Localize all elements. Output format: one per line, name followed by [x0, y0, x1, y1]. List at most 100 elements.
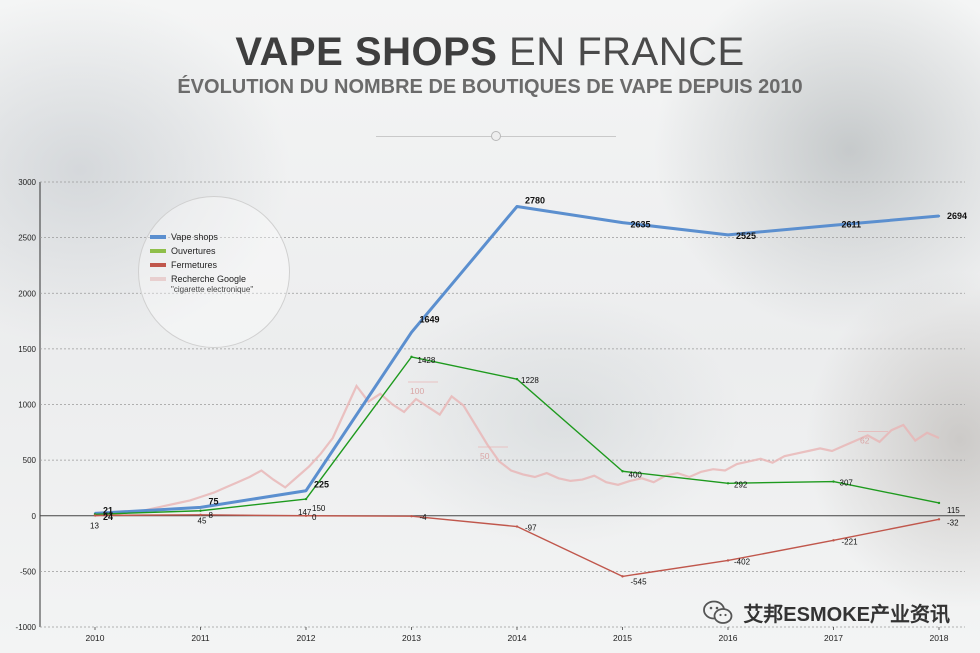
legend-swatch-vape-shops	[150, 235, 166, 239]
data-point	[199, 513, 202, 517]
x-tick-label: 2010	[86, 633, 105, 643]
google-search-line	[94, 383, 940, 518]
y-tick-label: -1000	[16, 623, 37, 632]
data-point	[93, 514, 97, 517]
data-point	[937, 518, 941, 521]
legend-item-vape-shops: Vape shops	[150, 232, 253, 246]
data-point	[515, 205, 519, 208]
y-tick-label: 0	[32, 512, 37, 521]
data-point	[199, 509, 202, 512]
title-light: EN FRANCE	[509, 30, 745, 74]
x-tick-label: 2017	[824, 633, 843, 643]
legend-item-ouvertures: Ouvertures	[150, 246, 253, 260]
data-label-vape-shops: 21	[103, 505, 113, 515]
data-label-extra: 147	[298, 508, 312, 517]
legend-circle	[138, 196, 290, 348]
data-point	[937, 214, 941, 218]
data-point	[199, 506, 202, 509]
divider-dot-icon	[491, 131, 501, 141]
data-point	[410, 331, 413, 334]
data-point	[726, 233, 730, 237]
data-label-fermetures: -545	[631, 577, 648, 586]
legend-item-fermetures: Fermetures	[150, 260, 253, 274]
x-tick-label: 2015	[613, 633, 632, 643]
data-label-fermetures: -221	[842, 537, 859, 546]
x-tick-label: 2011	[191, 633, 210, 643]
data-label-ouvertures: 400	[629, 470, 643, 479]
legend-google-sub: "cigarette electronique"	[171, 285, 254, 294]
page-title: VAPE SHOPS EN FRANCE	[0, 30, 980, 75]
data-point	[726, 482, 730, 485]
data-label-ouvertures: 1428	[418, 356, 436, 365]
data-label-vape-shops: 1649	[420, 314, 440, 324]
y-tick-label: 500	[23, 456, 37, 465]
x-tick-label: 2018	[930, 633, 949, 643]
data-point	[304, 497, 308, 501]
legend-swatch-ouvertures	[150, 249, 166, 253]
x-tick-label: 2012	[297, 633, 316, 643]
data-label-vape-shops: 2611	[842, 219, 862, 229]
google-scale-label: 50	[480, 451, 490, 461]
legend-swatch-fermetures	[150, 263, 166, 267]
data-point	[515, 525, 519, 528]
watermark-text: 艾邦ESMOKE产业资讯	[743, 604, 950, 626]
legend-swatch-google	[150, 277, 166, 281]
y-tick-label: 3000	[18, 178, 36, 187]
y-tick-label: 2000	[18, 289, 36, 298]
data-label-vape-shops: 2694	[947, 211, 967, 221]
data-point	[304, 514, 308, 517]
data-point	[621, 221, 624, 224]
data-point	[515, 377, 519, 381]
data-point	[937, 501, 941, 505]
data-label-fermetures: 0	[312, 513, 317, 522]
x-tick-label: 2014	[508, 633, 527, 643]
series-line-2	[94, 356, 940, 516]
data-label-fermetures: 8	[209, 511, 214, 520]
page-subtitle: ÉVOLUTION DU NOMBRE DE BOUTIQUES DE VAPE…	[177, 76, 803, 98]
data-label-extra: 24	[103, 512, 113, 522]
data-label-vape-shops: 2780	[525, 195, 545, 205]
data-label-ouvertures: 13	[90, 521, 99, 530]
data-point	[832, 224, 835, 227]
title-bold: VAPE SHOPS	[235, 30, 498, 74]
data-label-ouvertures: 115	[947, 506, 960, 515]
data-label-vape-shops: 225	[314, 480, 329, 490]
legend-label: Vape shops	[171, 232, 218, 242]
data-label-vape-shops: 2635	[631, 220, 651, 230]
data-label-fermetures: -402	[734, 557, 751, 566]
data-point	[621, 575, 624, 578]
data-label-vape-shops: 75	[209, 496, 219, 506]
data-label-ouvertures: 292	[734, 480, 748, 489]
data-label-ouvertures: 307	[840, 479, 854, 488]
data-point	[304, 489, 308, 492]
wechat-icon	[703, 600, 733, 624]
chart-legend: Vape shops Ouvertures Fermetures Recherc…	[150, 232, 253, 294]
data-label-vape-shops: 2525	[736, 231, 756, 241]
x-tick-label: 2016	[719, 633, 738, 643]
data-point	[726, 559, 730, 562]
legend-item-google: Recherche Google	[150, 274, 253, 288]
y-tick-label: 1500	[18, 345, 36, 354]
legend-label: Recherche Google	[171, 274, 247, 284]
legend-label: Fermetures	[171, 260, 218, 270]
data-label-ouvertures: 150	[312, 504, 326, 513]
x-tick-label: 2013	[402, 633, 421, 643]
data-point	[621, 470, 624, 473]
y-tick-label: -500	[20, 567, 37, 576]
data-point	[410, 355, 413, 359]
data-point	[410, 514, 413, 518]
y-tick-label: 2500	[18, 234, 36, 243]
data-label-fermetures: -97	[525, 524, 537, 533]
legend-label: Ouvertures	[171, 246, 216, 256]
google-scale-label: 100	[410, 386, 424, 396]
series-line-3	[94, 514, 940, 578]
data-label-ouvertures: 1228	[521, 376, 539, 385]
data-point	[832, 539, 835, 542]
data-point	[832, 480, 835, 483]
watermark: 艾邦ESMOKE产业资讯	[703, 598, 950, 627]
data-label-fermetures: -4	[420, 513, 428, 522]
data-label-fermetures: -32	[947, 518, 959, 527]
google-scale-label: 62	[860, 435, 870, 445]
y-tick-label: 1000	[18, 401, 36, 410]
